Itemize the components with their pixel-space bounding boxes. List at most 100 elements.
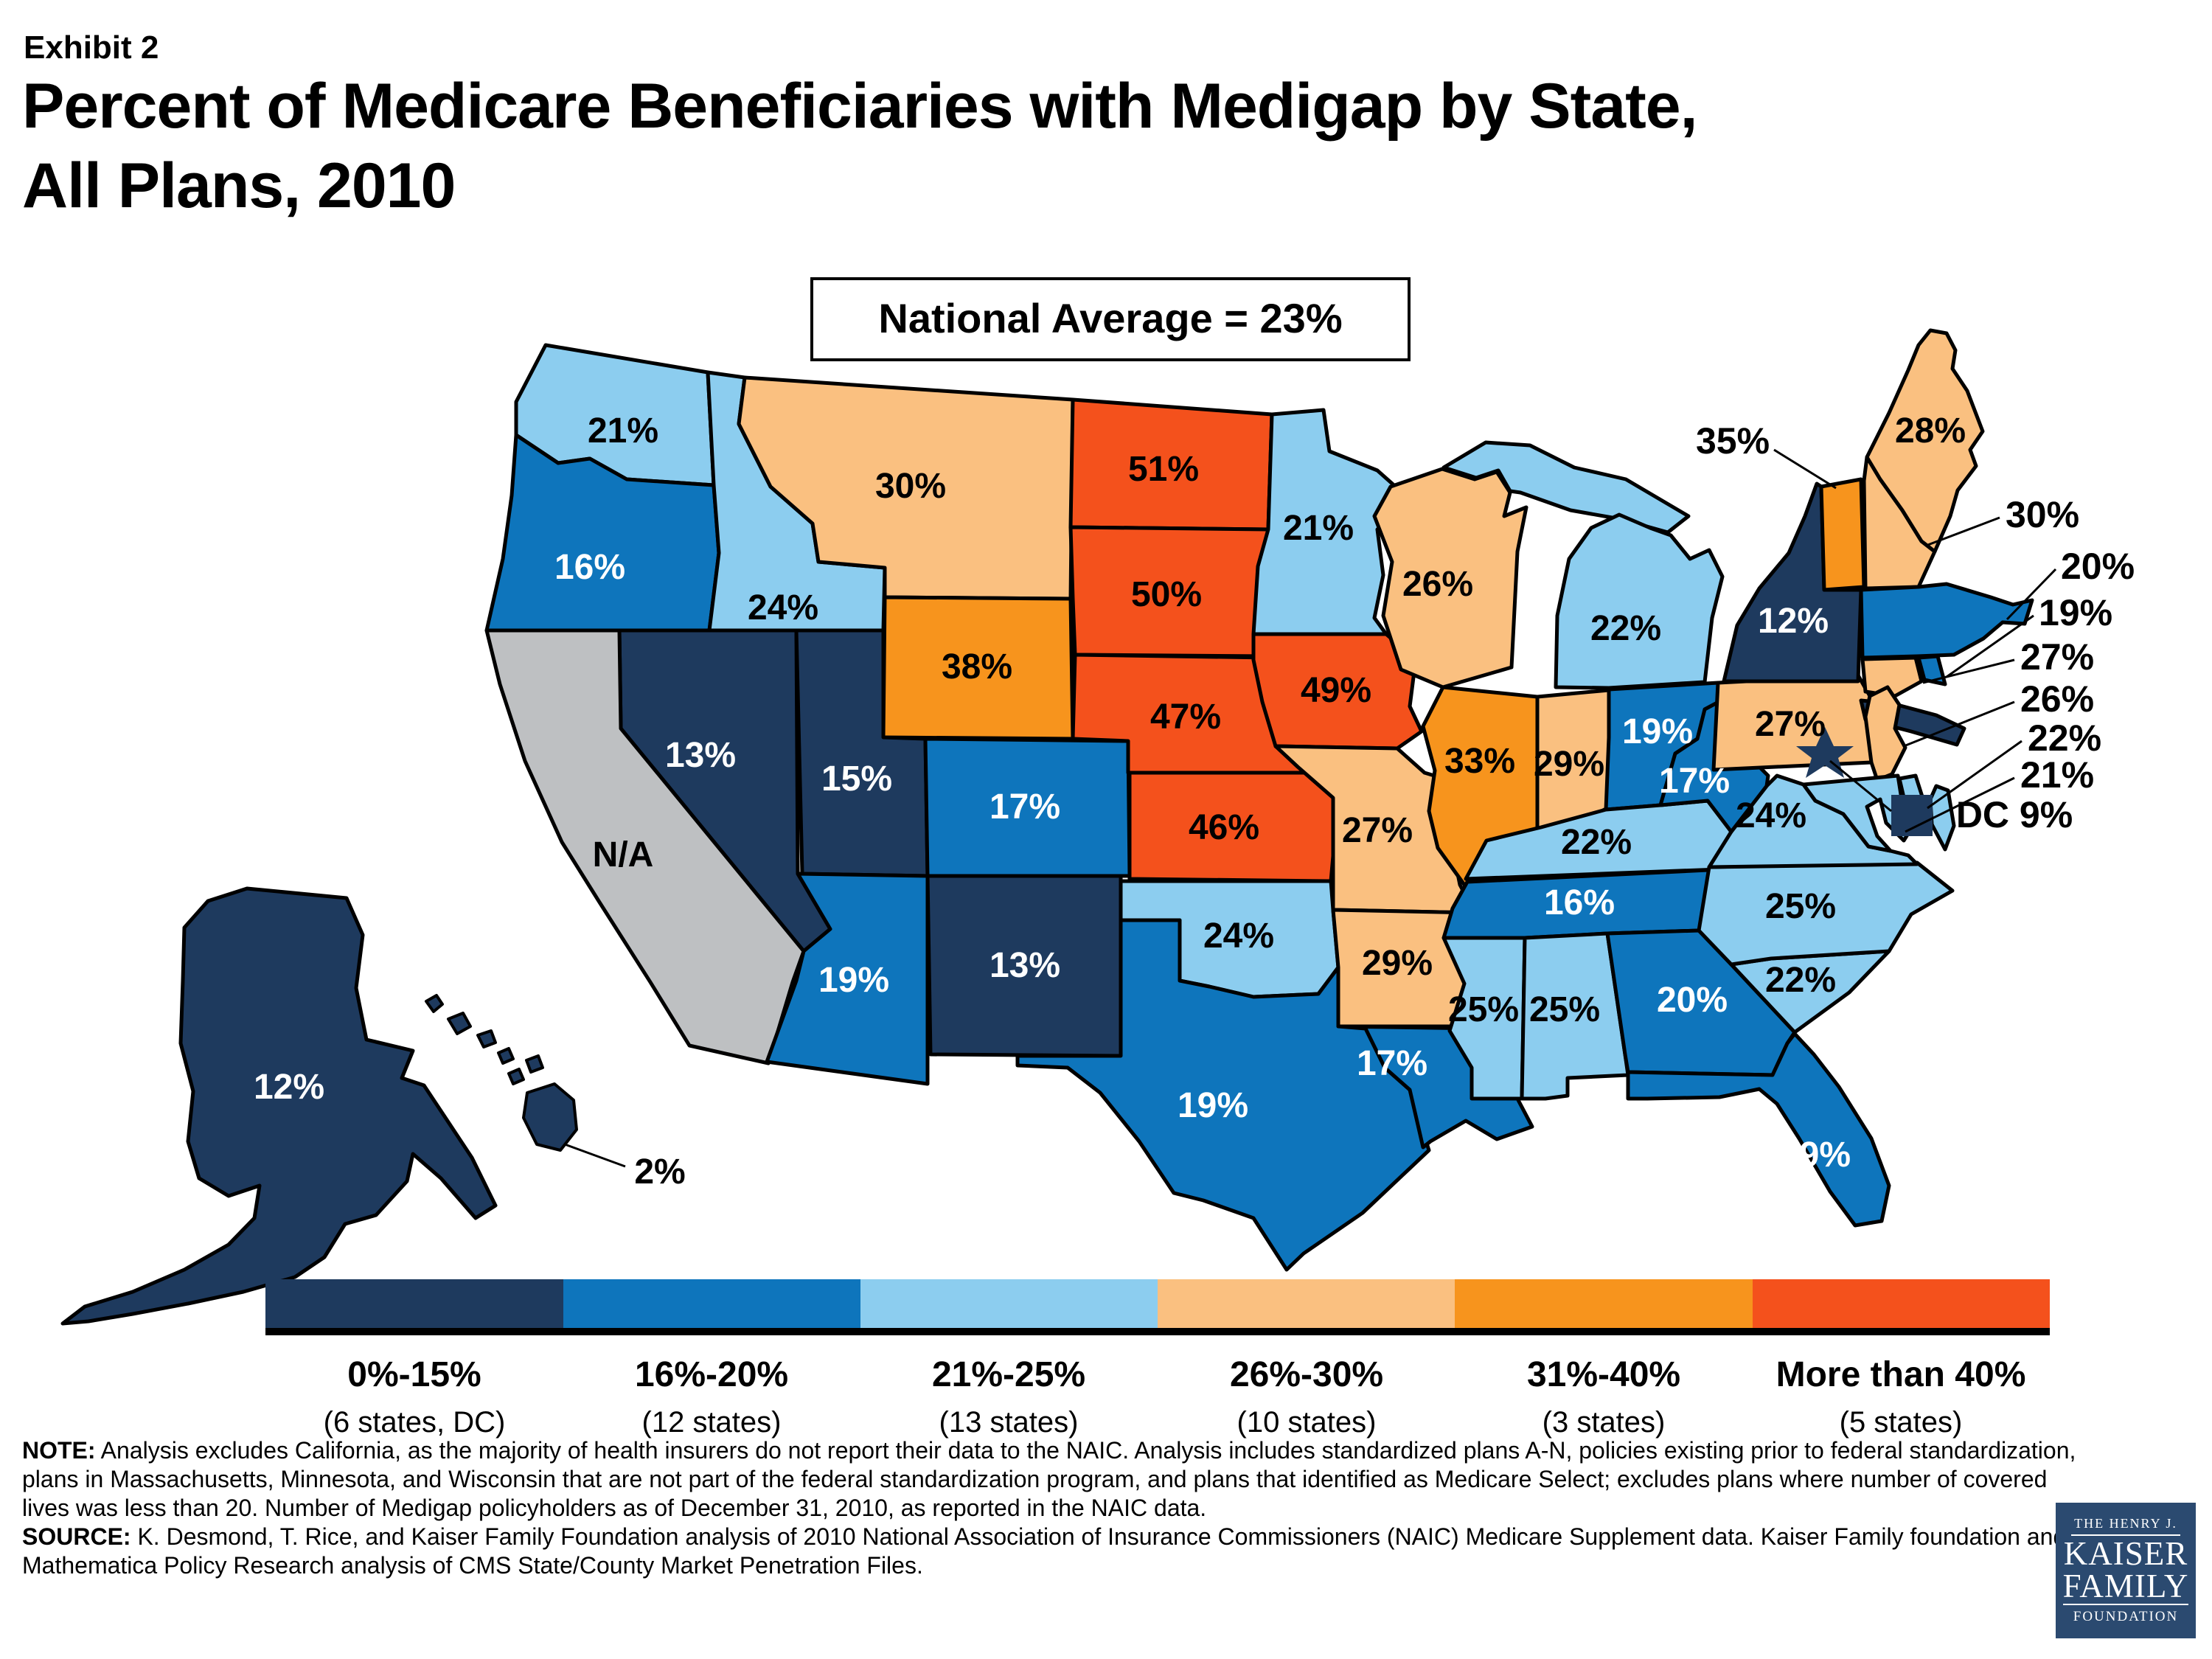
source-text: K. Desmond, T. Rice, and Kaiser Family F… <box>22 1523 2067 1579</box>
label-sd: 50% <box>1131 575 1202 614</box>
callout-line-vt <box>1773 448 1837 490</box>
label-la: 17% <box>1357 1044 1427 1083</box>
label-ny: 12% <box>1758 602 1829 641</box>
state-vt <box>1819 477 1866 592</box>
state-hi-island-5 <box>507 1068 525 1085</box>
callout-label-md: 21% <box>2020 754 2094 796</box>
page-title: Percent of Medicare Beneficiaries with M… <box>22 66 1697 226</box>
legend-range-26-30: 26%-30% <box>1230 1355 1383 1394</box>
label-il: 33% <box>1444 742 1515 781</box>
legend-swatch-26-30 <box>1158 1279 1455 1328</box>
legend-count-26-30: (10 states) <box>1237 1406 1377 1439</box>
state-mi <box>1554 512 1725 690</box>
state-ak <box>60 886 498 1326</box>
state-hi-island-2 <box>447 1012 472 1035</box>
label-sc: 22% <box>1765 961 1836 1000</box>
label-mt: 30% <box>875 467 946 506</box>
title-line-2: All Plans, 2010 <box>22 150 456 221</box>
state-hi-island-1 <box>425 994 444 1013</box>
state-mo <box>1273 744 1477 915</box>
legend-count-21-25: (13 states) <box>939 1406 1079 1439</box>
label-al: 25% <box>1529 990 1600 1029</box>
callout-line-de <box>1927 740 2023 810</box>
label-tx: 19% <box>1178 1086 1248 1125</box>
label-pa: 27% <box>1755 705 1826 744</box>
label-az: 19% <box>818 961 889 1000</box>
callout-line-ri <box>1946 614 2034 678</box>
label-ok: 24% <box>1203 917 1274 956</box>
logo-line-kaiser: KAISER <box>2063 1535 2188 1572</box>
label-wi: 26% <box>1402 565 1473 604</box>
legend-range-over-40: More than 40% <box>1776 1355 2026 1394</box>
label-wv: 17% <box>1659 762 1730 801</box>
callout-line-md <box>1905 776 2015 833</box>
label-oh: 19% <box>1622 712 1693 751</box>
label-nd: 51% <box>1128 450 1199 489</box>
exhibit-number: Exhibit 2 <box>24 29 159 66</box>
callout-label-ct: 27% <box>2020 636 2094 678</box>
state-hi-island-4 <box>497 1047 515 1065</box>
logo-line-family: FAMILY <box>2062 1568 2189 1605</box>
label-va: 24% <box>1736 796 1806 835</box>
state-ma <box>1859 582 2034 660</box>
label-nm: 13% <box>990 946 1060 985</box>
legend: 0%-15% 16%-20% 21%-25% 26%-30% 31%-40% M… <box>265 1279 2050 1439</box>
logo-line-henry-j: THE HENRY J. <box>2071 1516 2180 1536</box>
logo-line-foundation: FOUNDATION <box>2073 1609 2179 1624</box>
national-average-box: National Average = 23% <box>810 277 1411 361</box>
state-mn <box>1251 408 1413 636</box>
state-fl <box>1626 1032 1891 1228</box>
label-id: 24% <box>748 588 818 627</box>
label-wa: 21% <box>588 411 658 451</box>
legend-count-31-40: (3 states) <box>1543 1406 1666 1439</box>
callout-label-dc: DC 9% <box>1956 794 2073 835</box>
dc-star-icon <box>1796 727 1854 778</box>
note-text: Analysis excludes California, as the maj… <box>22 1437 2076 1521</box>
callout-line-nh <box>1925 516 2000 547</box>
label-ga: 20% <box>1657 981 1728 1020</box>
label-fl: 19% <box>1780 1135 1851 1175</box>
label-ia: 49% <box>1301 671 1371 710</box>
legend-range-0-15: 0%-15% <box>347 1355 481 1394</box>
label-co: 17% <box>990 787 1060 827</box>
label-ky: 22% <box>1561 823 1632 862</box>
legend-range-21-25: 21%-25% <box>932 1355 1085 1394</box>
callout-label-vt: 35% <box>1696 420 1770 462</box>
legend-swatch-over-40 <box>1753 1279 2050 1328</box>
callout-label-nh: 30% <box>2006 494 2079 535</box>
legend-range-31-40: 31%-40% <box>1527 1355 1680 1394</box>
legend-swatch-16-20 <box>563 1279 860 1328</box>
title-line-1: Percent of Medicare Beneficiaries with M… <box>22 71 1697 142</box>
callout-line-hi <box>564 1143 626 1168</box>
state-nc <box>1697 860 1955 967</box>
label-ms: 25% <box>1448 990 1519 1029</box>
label-mo: 27% <box>1342 811 1413 850</box>
label-nc: 25% <box>1765 887 1836 926</box>
callout-line-ct <box>1922 658 2015 684</box>
legend-range-16-20: 16%-20% <box>635 1355 788 1394</box>
state-ri <box>1916 654 1947 686</box>
label-nv: 13% <box>665 736 736 775</box>
note-paragraph: NOTE: Analysis excludes California, as t… <box>22 1436 2087 1523</box>
state-hi-island-6 <box>525 1054 544 1074</box>
callout-line-nj <box>1903 700 2015 748</box>
label-or: 16% <box>554 548 625 587</box>
legend-count-0-15: (6 states, DC) <box>324 1406 506 1439</box>
legend-swatch-31-40 <box>1455 1279 1753 1328</box>
legend-swatch-21-25 <box>860 1279 1158 1328</box>
label-wy: 38% <box>942 647 1012 686</box>
label-me: 28% <box>1895 411 1966 451</box>
label-ks: 46% <box>1189 808 1259 847</box>
callout-label-nj: 26% <box>2020 678 2094 720</box>
dc-legend-swatch <box>1891 795 1933 836</box>
label-mi: 22% <box>1590 609 1661 648</box>
callout-line-ma <box>2006 568 2057 621</box>
state-nj <box>1863 685 1907 782</box>
label-mn: 21% <box>1283 509 1354 548</box>
label-hi: 2% <box>634 1152 685 1192</box>
source-paragraph: SOURCE: K. Desmond, T. Rice, and Kaiser … <box>22 1523 2087 1580</box>
legend-underline <box>265 1328 2050 1335</box>
label-ar: 29% <box>1362 944 1433 983</box>
